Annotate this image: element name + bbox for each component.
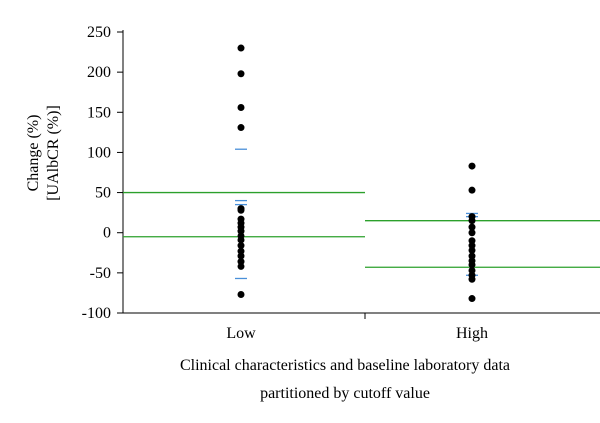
data-point [468, 237, 476, 245]
data-point [468, 275, 476, 283]
blue-markers [235, 148, 478, 280]
x-axis-title-line-1: Clinical characteristics and baseline la… [180, 357, 510, 374]
data-points [237, 44, 476, 303]
data-point [468, 229, 476, 237]
y-tick-label: 200 [87, 64, 111, 81]
data-point [237, 291, 245, 299]
y-tick-label: -50 [90, 265, 111, 282]
x-tick-label: Low [226, 325, 256, 342]
y-axis: -100 -50 0 50 100 150 200 250 [82, 24, 124, 322]
data-point [237, 252, 245, 260]
x-axis: Low High [123, 312, 600, 342]
x-axis-title-line-2: partitioned by cutoff value [260, 385, 430, 402]
y-tick-label: 0 [103, 225, 111, 242]
data-point [468, 223, 476, 231]
data-point [237, 103, 245, 111]
y-axis-title-line-2: [UAlbCR (%)] [45, 105, 62, 201]
y-tick-label: 100 [87, 144, 111, 161]
data-point [237, 247, 245, 255]
data-point [468, 217, 476, 225]
data-point [468, 242, 476, 250]
data-point [237, 124, 245, 132]
data-point [237, 206, 245, 214]
data-point [468, 252, 476, 260]
data-point [237, 70, 245, 78]
data-point [468, 295, 476, 303]
x-tick-label: High [456, 325, 488, 342]
reference-lines [123, 191, 600, 268]
data-point [237, 262, 245, 270]
data-point [237, 44, 245, 52]
data-point [237, 227, 245, 235]
y-tick-label: 150 [87, 104, 111, 121]
data-point [468, 266, 476, 274]
data-point [468, 162, 476, 170]
y-tick-label: 50 [95, 185, 111, 202]
y-tick-label: -100 [82, 305, 111, 322]
data-point [237, 258, 245, 266]
data-point [468, 261, 476, 269]
data-point [237, 236, 245, 244]
data-point [237, 242, 245, 250]
y-axis-title-line-1: Change (%) [25, 115, 42, 192]
data-point [468, 186, 476, 194]
y-tick-label: 250 [87, 24, 111, 41]
data-point [468, 246, 476, 254]
